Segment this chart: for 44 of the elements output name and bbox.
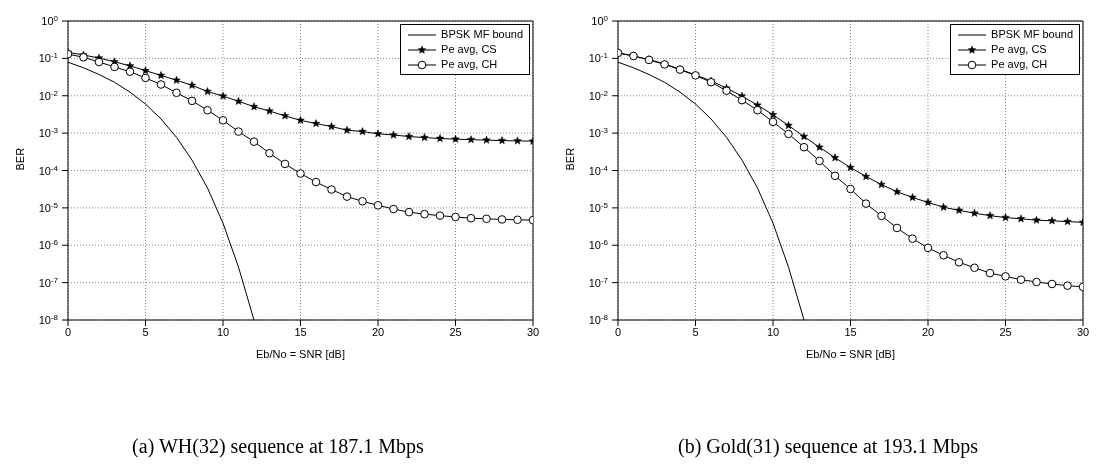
y-tick-label: 10$^{-2}$ [588,88,609,102]
x-tick-label: 30 [1076,325,1090,338]
y-tick-label: 10$^{-7}$ [588,275,609,289]
legend-label: BPSK MF bound [441,27,523,42]
x-tick-label: 15 [844,325,857,338]
x-axis-title: Eb/No = SNR [dB] [256,348,345,360]
legend-label: Pe avg, CH [991,57,1048,72]
text: (a) WH(32) sequence at 187.1 Mbps [131,435,425,458]
legend-label: Pe avg, CS [991,42,1047,57]
x-tick-label: 20 [921,325,935,338]
y-axis-title: BER [563,147,576,171]
y-tick-label: 10$^{0}$ [591,13,609,27]
y-tick-label: 10$^{-5}$ [38,200,59,214]
x-tick-label: 25 [999,325,1012,338]
y-tick-label: 10$^{-1}$ [38,50,59,65]
x-tick-label: 10 [766,325,780,338]
x-tick-label: 30 [526,325,540,338]
y-tick-label: 10$^{-4}$ [588,163,609,177]
x-tick-label: 10 [216,325,230,338]
y-tick-label: 10$^{-8}$ [38,312,59,326]
y-tick-label: 10$^{-7}$ [38,275,59,289]
y-tick-label: 10$^{-3}$ [588,125,609,140]
x-axis-title: Eb/No = SNR [dB] [806,348,895,360]
x-tick-label: 0 [64,325,72,338]
y-tick-label: 10$^{-4}$ [38,163,59,177]
x-tick-label: 0 [614,325,622,338]
legend-label: Pe avg, CH [441,57,498,72]
y-tick-label: 10$^{-3}$ [38,125,59,140]
text: (b) Gold(31) sequence at 193.1 Mbps [677,435,979,458]
y-tick-label: 10$^{0}$ [41,13,59,27]
y-tick-label: 10$^{-5}$ [588,200,609,214]
x-tick-label: 5 [692,325,699,338]
y-tick-label: 10$^{-8}$ [588,312,609,326]
y-axis-title: BER [13,147,26,171]
y-tick-label: 10$^{-1}$ [588,50,609,65]
legend-label: Pe avg, CS [441,42,497,57]
x-tick-label: 15 [294,325,307,338]
x-tick-label: 25 [449,325,462,338]
x-tick-label: 20 [371,325,385,338]
legend-label: BPSK MF bound [991,27,1073,42]
y-tick-label: 10$^{-6}$ [38,237,59,252]
x-tick-label: 5 [142,325,149,338]
y-tick-label: 10$^{-6}$ [588,237,609,252]
y-tick-label: 10$^{-2}$ [38,88,59,102]
